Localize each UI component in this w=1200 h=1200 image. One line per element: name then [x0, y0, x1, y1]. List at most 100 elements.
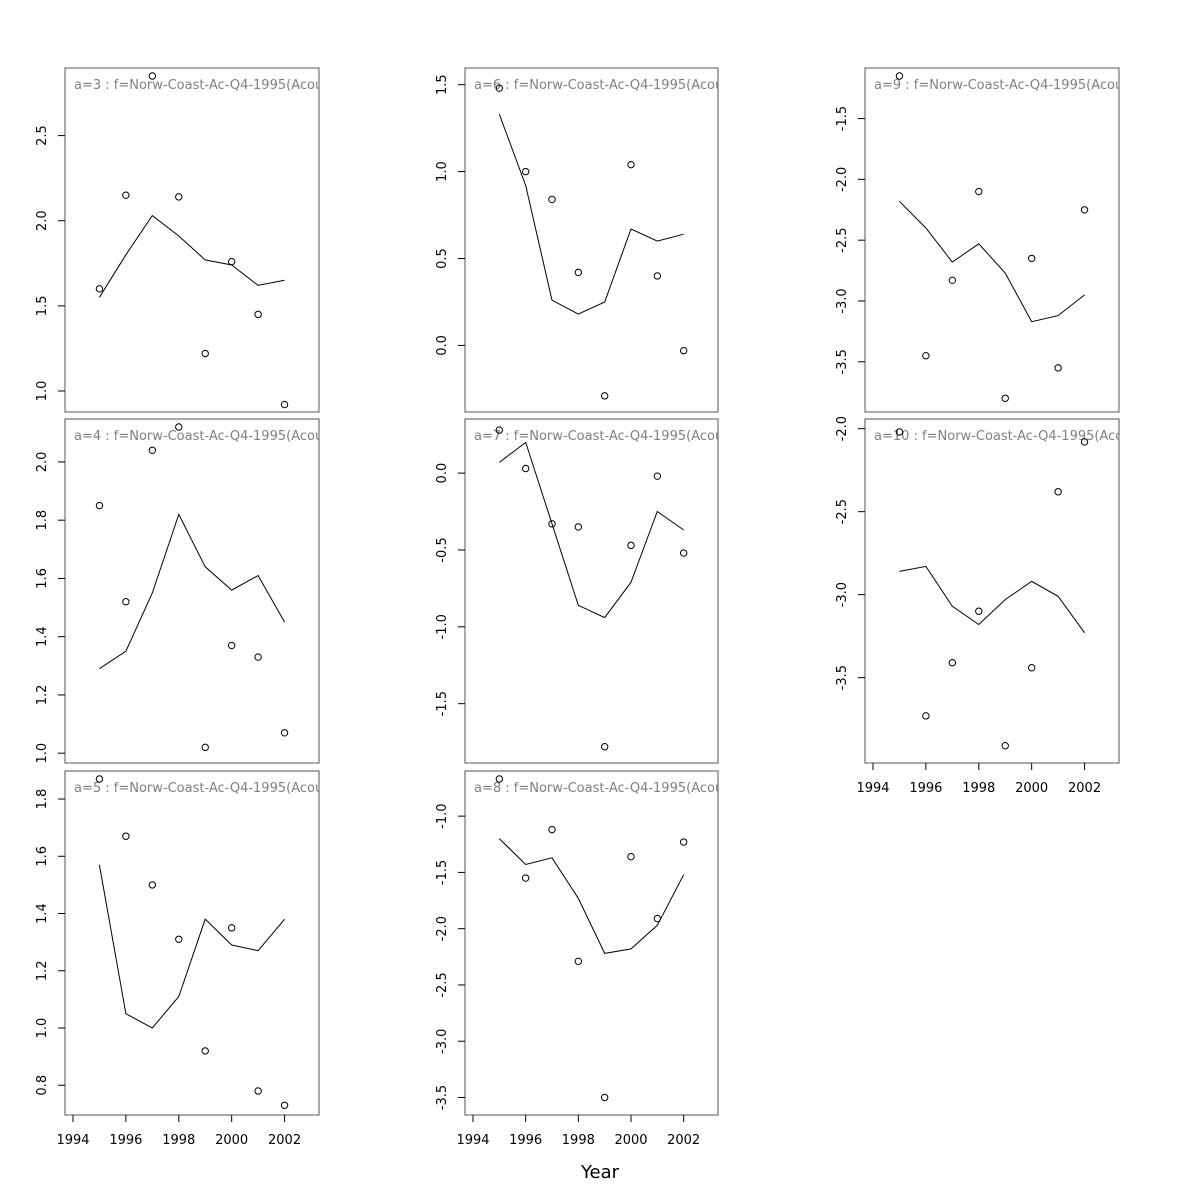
- panel-7-xtick-label: 1996: [109, 1133, 142, 1148]
- panel-7-observed-point: [95, 775, 104, 783]
- panel-6-ytick-label: -3.0: [835, 582, 850, 607]
- panel-5-fitted-line: [498, 441, 684, 619]
- panel-7-observed-point: [201, 1047, 209, 1055]
- panel-2-observed-point: [548, 195, 556, 204]
- panel-2: a=6 : f=Norw-Coast-Ac-Q4-1995(Acoustic) 0…: [435, 67, 719, 413]
- panel-2-ytick-label: 0.5: [435, 248, 450, 269]
- panel-3-ytick-label: -2.5: [835, 227, 850, 252]
- panel-4-observed-point: [280, 729, 289, 737]
- panel-3-ytick-label: -3.5: [835, 349, 850, 374]
- panel-7: a=5 : f=Norw-Coast-Ac-Q4-1995(Acoustic) 0…: [35, 770, 351, 1148]
- panel-2-fitted-line: [498, 114, 684, 315]
- panel-6-observed-point: [895, 428, 904, 436]
- panel-3-ytick-label: -1.5: [835, 106, 850, 131]
- panel-8-observed-point: [653, 914, 662, 923]
- panel-4-fitted-line: [99, 513, 286, 670]
- panel-6-xtick-label: 1994: [856, 781, 889, 796]
- panel-8-ytick-label: -3.0: [435, 1029, 450, 1054]
- panel-5-frame: [464, 418, 719, 764]
- panel-3-observed-point: [975, 187, 983, 196]
- panel-3-observed-point: [895, 72, 904, 80]
- panel-3-observed-point: [1027, 254, 1036, 263]
- panel-7-xtick-label: 1998: [162, 1133, 195, 1148]
- panel-5-ytick-label: -0.5: [435, 537, 450, 562]
- panel-6: a=10 : f=Norw-Coast-Ac-Q4-1995(Acoustic)…: [835, 416, 1159, 796]
- panel-5: a=7 : f=Norw-Coast-Ac-Q4-1995(Acoustic) 0…: [435, 418, 751, 764]
- panel-1-observed-point: [227, 257, 236, 266]
- panel-8-ytick-label: -2.5: [435, 972, 450, 997]
- panel-8-observed-point: [495, 775, 504, 783]
- panel-5-observed-point: [548, 520, 556, 528]
- panel-7-ytick-label: 1.4: [35, 903, 50, 924]
- panel-7-xtick-label: 2002: [268, 1133, 301, 1148]
- panel-2-observed-point: [653, 272, 662, 280]
- panel-8-observed-point: [548, 825, 556, 834]
- panel-7-fitted-line: [98, 864, 285, 1029]
- panel-3-observed-point: [1001, 394, 1009, 402]
- panel-1-observed-point: [175, 193, 183, 201]
- panel-1: a=3 : f=Norw-Coast-Ac-Q4-1995(Acoustic) 1…: [35, 67, 320, 413]
- panel-8-observed-point: [627, 852, 635, 861]
- panel-4-observed-point: [254, 653, 262, 661]
- panel-8-title: a=8 : f=Norw-Coast-Ac-Q4-1995(Acoustic): [474, 781, 751, 796]
- panel-6-ytick-label: -2.5: [835, 499, 850, 524]
- panel-2-observed-point: [627, 160, 635, 169]
- panel-1-observed-point: [280, 400, 289, 409]
- panel-7-observed-point: [148, 881, 157, 889]
- panel-4-observed-point: [201, 743, 209, 752]
- panel-4-ytick-label: 1.6: [35, 568, 50, 589]
- panel-7-xtick-label: 2000: [215, 1133, 248, 1148]
- panel-8-fitted-line: [498, 838, 685, 954]
- panel-5-title: a=7 : f=Norw-Coast-Ac-Q4-1995(Acoustic): [474, 429, 751, 444]
- panel-7-title: a=5 : f=Norw-Coast-Ac-Q4-1995(Acoustic): [74, 781, 351, 796]
- panel-4-observed-point: [227, 641, 236, 650]
- panel-7-ytick-label: 0.8: [35, 1075, 50, 1096]
- panel-5-ytick-label: -1.0: [435, 614, 450, 639]
- panel-3-title: a=9 : f=Norw-Coast-Ac-Q4-1995(Acoustic): [874, 78, 1151, 93]
- panel-5-observed-point: [521, 464, 530, 473]
- panel-6-xtick-label: 1996: [909, 781, 942, 796]
- panel-7-observed-point: [175, 935, 183, 943]
- panel-2-observed-point: [679, 346, 688, 355]
- panel-8-ytick-label: -2.0: [435, 916, 450, 941]
- panel-3-ytick-label: -2.0: [835, 167, 850, 192]
- panel-5-ytick-label: 0.0: [435, 463, 450, 484]
- panel-8-xtick-label: 2002: [667, 1133, 700, 1148]
- panel-3-observed-point: [1054, 364, 1062, 372]
- panel-6-xtick-label: 1998: [962, 781, 995, 796]
- panel-8-xtick-label: 1996: [509, 1133, 542, 1148]
- panel-8-frame: [464, 770, 719, 1116]
- panel-3-fitted-line: [899, 200, 1085, 323]
- panel-5-observed-point: [679, 549, 688, 557]
- panel-7-observed-point: [280, 1101, 289, 1109]
- panel-5-observed-point: [653, 472, 662, 480]
- panel-2-ytick-label: 1.5: [435, 74, 450, 95]
- panel-4-ytick-label: 2.0: [35, 452, 50, 473]
- panel-8-observed-point: [679, 838, 688, 846]
- panel-8-xtick-label: 2000: [614, 1133, 647, 1148]
- panel-3-frame: [864, 67, 1120, 413]
- panel-7-observed-point: [122, 832, 130, 840]
- panel-5-observed-point: [627, 541, 635, 550]
- panel-7-observed-point: [227, 924, 236, 932]
- panel-4-ytick-label: 1.4: [35, 626, 50, 647]
- panel-6-observed-point: [1027, 664, 1036, 672]
- x-axis-label: Year: [580, 1162, 620, 1183]
- panel-4-ytick-label: 1.8: [35, 510, 50, 531]
- panel-4-observed-point: [122, 598, 130, 606]
- panel-5-observed-point: [600, 743, 609, 751]
- panel-3-observed-point: [922, 352, 930, 360]
- panel-4-ytick-label: 1.0: [35, 743, 50, 764]
- panel-7-ytick-label: 1.8: [35, 789, 50, 810]
- panel-2-ytick-label: 1.0: [435, 161, 450, 182]
- panel-8-observed-point: [600, 1093, 609, 1102]
- panel-6-observed-point: [922, 712, 930, 720]
- panel-6-frame: [864, 418, 1120, 764]
- panel-6-ytick-label: -2.0: [835, 416, 850, 441]
- panel-2-frame: [464, 67, 719, 413]
- panel-7-ytick-label: 1.2: [35, 960, 50, 981]
- panel-1-fitted-line: [98, 214, 285, 298]
- panel-6-title: a=10 : f=Norw-Coast-Ac-Q4-1995(Acoustic): [874, 429, 1159, 444]
- panel-3-observed-point: [1080, 206, 1089, 214]
